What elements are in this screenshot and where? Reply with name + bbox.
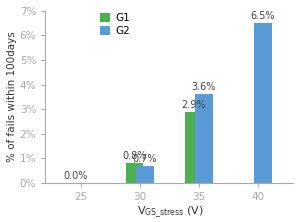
Bar bbox=[195, 94, 212, 183]
Bar bbox=[136, 166, 154, 183]
Bar bbox=[254, 23, 272, 183]
Legend: G1, G2: G1, G2 bbox=[100, 13, 130, 36]
Y-axis label: % of fails within 100days: % of fails within 100days bbox=[7, 32, 17, 162]
Text: 0.7%: 0.7% bbox=[132, 154, 157, 164]
Text: $\mathregular{V_{GS\_stress}}$ (V): $\mathregular{V_{GS\_stress}}$ (V) bbox=[137, 204, 205, 220]
Text: 6.5%: 6.5% bbox=[250, 11, 275, 21]
Text: 0.0%: 0.0% bbox=[63, 171, 88, 181]
Text: 0.8%: 0.8% bbox=[122, 151, 147, 161]
Bar bbox=[185, 111, 203, 183]
Text: 3.6%: 3.6% bbox=[191, 82, 216, 92]
Text: 2.9%: 2.9% bbox=[182, 100, 206, 110]
Bar bbox=[126, 163, 143, 183]
